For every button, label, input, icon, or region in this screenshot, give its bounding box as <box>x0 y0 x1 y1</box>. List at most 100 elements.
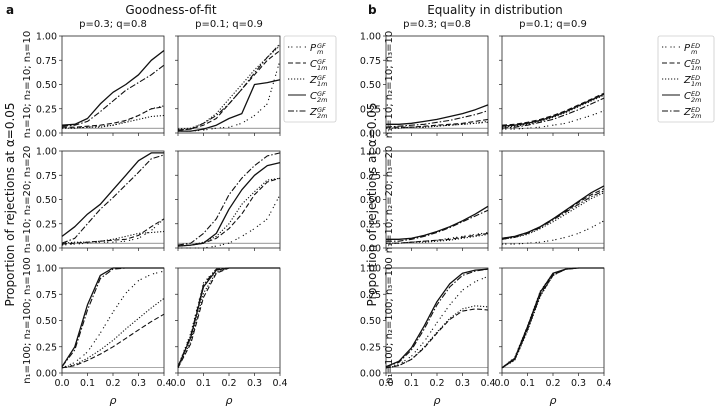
series-line-Z-2m-ED <box>501 267 604 369</box>
x-tick-label: 0.4 <box>156 378 171 389</box>
x-tick-label: 0.2 <box>545 378 560 389</box>
series-line-P-m-ED <box>385 275 489 369</box>
series-line-C-1m-GF <box>61 313 165 369</box>
legend-label-subscript: m <box>317 48 323 56</box>
series-line-C-2m-GF <box>61 49 165 126</box>
y-tick-label: 0.75 <box>36 56 57 67</box>
x-tick-label: 0.3 <box>247 378 262 389</box>
series-line-P-m-GF <box>178 60 281 132</box>
x-tick-label: 0.2 <box>221 378 236 389</box>
series-line-C-2m-ED <box>386 104 489 125</box>
axes-frame <box>61 35 165 134</box>
series-line-C-2m-ED <box>385 268 489 368</box>
y-tick-label: 0.75 <box>360 290 381 301</box>
y-tick-label: 0.50 <box>360 80 381 91</box>
series-line-Z-1m-ED <box>501 192 605 240</box>
legend-label-subscript: m <box>691 48 697 56</box>
axes-frame <box>385 150 489 249</box>
axes-frame <box>61 150 165 249</box>
axes-frame <box>61 267 165 374</box>
series-line-C-1m-GF <box>177 177 281 247</box>
series-line-C-1m-ED <box>501 92 605 126</box>
y-tick-label: 0.25 <box>360 219 381 230</box>
y-axis-label: Proportion of rejections at α=0.05 <box>3 102 17 306</box>
series-line-P-m-ED <box>502 220 605 245</box>
x-tick-label: 0.2 <box>429 378 444 389</box>
y-tick-label: 0.50 <box>36 316 57 327</box>
y-tick-label: 0.00 <box>360 369 381 380</box>
row-label: n₁=100; n₂=100; n₃=100 <box>22 257 33 384</box>
x-tick-label: 0.3 <box>131 378 146 389</box>
row-label: n₁=10; n₂=10; n₃=10 <box>22 31 33 138</box>
x-axis-label: ρ <box>110 394 117 407</box>
series-line-C-2m-ED <box>501 93 605 127</box>
legend-label-superscript: ED <box>691 58 700 66</box>
legend-label-superscript: GF <box>317 74 326 82</box>
legend-label-subscript: 2m <box>317 112 327 120</box>
series-line-C-1m-GF <box>177 267 280 369</box>
x-axis-label: ρ <box>550 394 557 407</box>
column-label: p=0.1; q=0.9 <box>195 19 263 30</box>
y-tick-label: 0.50 <box>360 195 381 206</box>
legend-label-subscript: 1m <box>317 80 327 88</box>
row-label: n₁=10; n₂=20; n₃=20 <box>22 146 33 253</box>
legend-label: Z <box>683 107 692 118</box>
legend-label: C <box>310 91 317 102</box>
series-line-P-m-GF <box>61 270 165 369</box>
y-tick-label: 1.00 <box>36 147 57 158</box>
panel-letter: b <box>368 3 377 17</box>
series-line-Z-2m-ED <box>501 97 605 129</box>
series-line-C-2m-GF <box>61 267 164 368</box>
legend-label-superscript: ED <box>691 74 700 82</box>
axes-frame <box>177 267 281 374</box>
y-tick-label: 0.50 <box>360 316 381 327</box>
legend-box <box>657 35 715 123</box>
panel-letter: a <box>6 3 14 17</box>
series-line-Z-1m-GF <box>177 45 281 130</box>
y-tick-label: 1.00 <box>360 32 381 43</box>
x-tick-label: 0.4 <box>272 378 287 389</box>
x-tick-label: 0.4 <box>480 378 495 389</box>
series-line-Z-2m-ED <box>385 110 489 128</box>
x-tick-label: 0.1 <box>520 378 535 389</box>
axes-frame <box>501 35 605 134</box>
y-tick-label: 0.75 <box>36 171 57 182</box>
y-tick-label: 0.50 <box>36 195 57 206</box>
y-tick-label: 0.75 <box>360 56 381 67</box>
series-line-C-2m-GF <box>61 152 164 237</box>
x-tick-label: 0.0 <box>54 378 69 389</box>
row-label: n₁=100; n₂=100; n₃=100 <box>384 257 395 384</box>
series-line-C-1m-GF <box>62 106 165 128</box>
x-tick-label: 0.2 <box>105 378 120 389</box>
y-tick-label: 0.00 <box>36 244 57 255</box>
legend-label-subscript: 1m <box>691 80 701 88</box>
series-line-Z-2m-GF <box>61 154 165 244</box>
series-line-P-m-GF <box>177 267 280 367</box>
legend-label: P <box>310 43 317 54</box>
legend-label-superscript: ED <box>691 106 700 114</box>
y-tick-label: 0.00 <box>360 129 381 140</box>
y-tick-label: 0.50 <box>36 80 57 91</box>
legend-label: Z <box>309 107 318 118</box>
y-tick-label: 0.75 <box>36 290 57 301</box>
series-line-Z-1m-GF <box>177 177 281 247</box>
legend-label: Z <box>309 75 318 86</box>
y-tick-label: 0.25 <box>360 104 381 115</box>
series-line-C-1m-ED <box>386 118 489 128</box>
y-tick-label: 0.00 <box>36 369 57 380</box>
series-line-Z-2m-ED <box>501 190 605 240</box>
row-label: n₁=10; n₂=10; n₃=10 <box>384 31 395 138</box>
series-line-Z-2m-GF <box>61 64 165 127</box>
legend-label-subscript: 1m <box>317 64 327 72</box>
series-line-Z-1m-ED <box>386 233 489 244</box>
series-line-Z-2m-ED <box>385 268 489 368</box>
x-tick-label: 0.3 <box>571 378 586 389</box>
y-tick-label: 1.00 <box>36 264 57 275</box>
legend-label-subscript: 2m <box>691 112 701 120</box>
x-tick-label: 0.1 <box>196 378 211 389</box>
axes-frame <box>385 35 489 134</box>
series-line-C-2m-ED <box>386 205 489 240</box>
x-axis-label: ρ <box>226 394 233 407</box>
axes-frame <box>177 150 281 249</box>
